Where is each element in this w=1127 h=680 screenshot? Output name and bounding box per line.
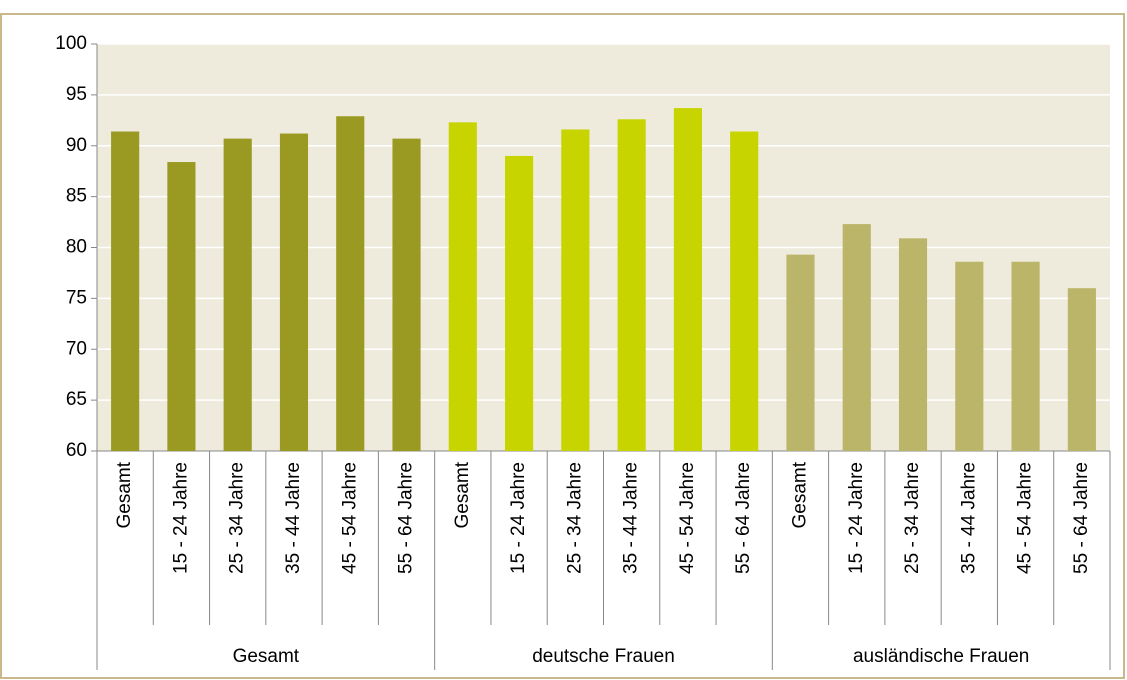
x-tick-label: Gesamt [789, 461, 810, 528]
x-tick-label: 25 - 34 Jahre [227, 462, 248, 574]
bar [617, 119, 646, 452]
y-tick-label: 70 [66, 338, 87, 359]
bar [955, 261, 984, 451]
y-tick-label: 90 [66, 135, 87, 156]
x-tick-label: 45 - 54 Jahre [1015, 462, 1036, 574]
x-tick-label: 15 - 24 Jahre [846, 462, 867, 574]
bar [673, 108, 702, 451]
y-tick-label: 65 [66, 389, 87, 410]
bar [730, 131, 759, 451]
y-tick-label: 95 [66, 84, 87, 105]
bar [167, 162, 196, 451]
x-tick-label: 35 - 44 Jahre [621, 462, 642, 574]
x-tick-label: 45 - 54 Jahre [339, 462, 360, 574]
bar [111, 131, 140, 451]
group-label: Gesamt [233, 646, 300, 667]
y-tick-label: 100 [55, 33, 87, 54]
x-tick-label: 55 - 64 Jahre [733, 462, 754, 574]
bar [561, 129, 590, 451]
bar [1067, 288, 1096, 451]
y-tick-label: 60 [66, 440, 87, 461]
bar [898, 238, 928, 451]
y-tick-label: 75 [66, 287, 87, 308]
x-tick-label: 25 - 34 Jahre [564, 462, 585, 574]
y-tick-label: 85 [66, 186, 87, 207]
bar [279, 133, 309, 452]
x-tick-label: 15 - 24 Jahre [508, 462, 529, 574]
bar [1011, 261, 1040, 451]
bar [842, 224, 871, 451]
bar [392, 138, 421, 451]
x-tick-label: 45 - 54 Jahre [677, 462, 698, 574]
x-tick-label: 25 - 34 Jahre [902, 462, 923, 574]
x-tick-label: 15 - 24 Jahre [170, 462, 191, 574]
x-tick-label: Gesamt [114, 461, 135, 528]
x-tick-label: 55 - 64 Jahre [1071, 462, 1092, 574]
bar [786, 254, 815, 451]
group-label: ausländische Frauen [853, 646, 1029, 667]
x-tick-label: 55 - 64 Jahre [396, 462, 417, 574]
y-tick-label: 80 [66, 237, 87, 258]
bar [505, 155, 534, 452]
bar [336, 116, 365, 452]
x-tick-label: Gesamt [452, 461, 473, 528]
bar [223, 138, 252, 451]
x-tick-label: 35 - 44 Jahre [283, 462, 304, 574]
group-label: deutsche Frauen [532, 646, 675, 667]
bar [448, 122, 477, 451]
x-tick-label: 35 - 44 Jahre [958, 462, 979, 574]
